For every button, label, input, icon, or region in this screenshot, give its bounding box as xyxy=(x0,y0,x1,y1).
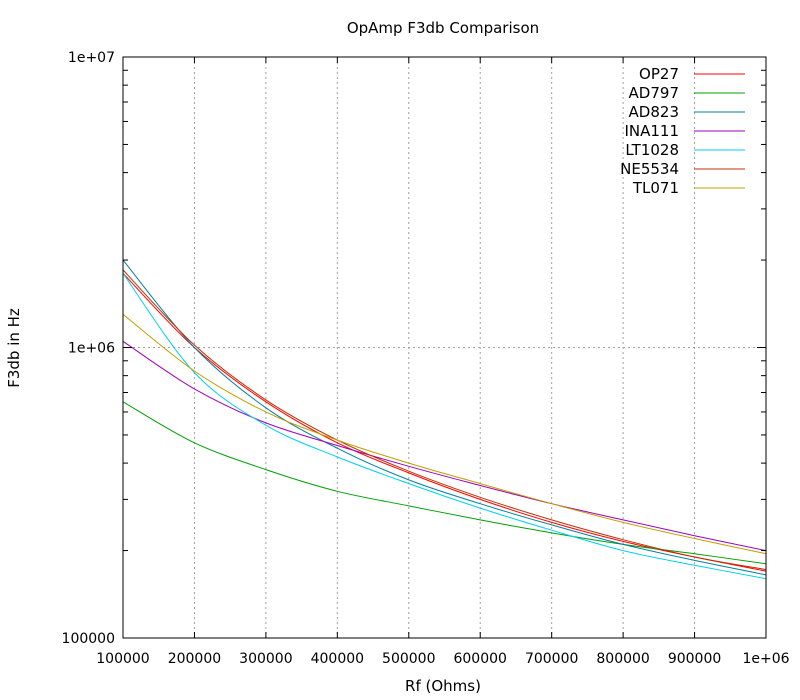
grid xyxy=(123,57,766,638)
series-line-ne5534 xyxy=(122,269,767,571)
series-line-ad797 xyxy=(122,401,767,565)
legend-label: LT1028 xyxy=(625,141,679,159)
y-axis-label: F3db in Hz xyxy=(5,308,23,388)
legend-label: AD797 xyxy=(629,84,679,102)
series-line-op27 xyxy=(122,272,767,572)
x-tick-labels: 100000 200000 300000 400000 500000 600000 7000… xyxy=(96,651,789,667)
x-tick-label: 100000 xyxy=(96,651,149,667)
ticks xyxy=(122,56,767,639)
x-tick-label: 200000 xyxy=(168,651,221,667)
x-tick-label: 800000 xyxy=(596,651,649,667)
x-tick-label: 700000 xyxy=(525,651,578,667)
x-tick-label: 400000 xyxy=(311,651,364,667)
legend-label: NE5534 xyxy=(620,160,679,178)
series-line-tl071 xyxy=(122,314,767,555)
chart-title: OpAmp F3db Comparison xyxy=(347,19,539,37)
x-tick-label: 600000 xyxy=(453,651,506,667)
x-tick-label: 1e+06 xyxy=(742,651,789,667)
x-axis-label: Rf (Ohms) xyxy=(405,677,481,695)
y-tick-label: 1e+06 xyxy=(68,341,115,357)
legend-label: AD823 xyxy=(629,103,679,121)
y-tick-label: 1e+07 xyxy=(68,50,115,66)
x-tick-label: 500000 xyxy=(382,651,435,667)
legend-label: INA111 xyxy=(624,122,679,140)
y-tick-labels: 100000 1e+06 1e+07 xyxy=(62,50,116,647)
series-lines xyxy=(122,259,767,580)
series-line-ina111 xyxy=(122,340,767,552)
legend-label: TL071 xyxy=(632,179,679,197)
series-line-ad823 xyxy=(122,259,767,576)
series-line-lt1028 xyxy=(122,273,767,580)
x-tick-label: 300000 xyxy=(239,651,292,667)
y-tick-label: 100000 xyxy=(62,631,115,647)
legend-label: OP27 xyxy=(639,65,679,83)
x-tick-label: 900000 xyxy=(668,651,721,667)
